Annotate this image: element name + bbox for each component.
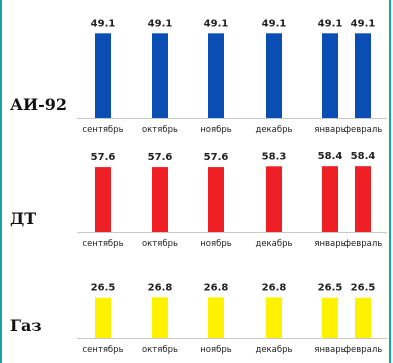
category-tick-label: январь bbox=[314, 125, 345, 135]
data-label: 26.5 bbox=[91, 283, 116, 294]
category-tick-label: январь bbox=[314, 345, 345, 355]
bar bbox=[266, 297, 282, 338]
category-tick-label: февраль bbox=[344, 125, 383, 135]
bar bbox=[95, 167, 111, 232]
data-label: 49.1 bbox=[351, 18, 376, 29]
category-tick-label: декабрь bbox=[255, 345, 292, 355]
bar bbox=[355, 297, 371, 338]
data-label: 26.5 bbox=[351, 283, 376, 294]
data-label: 49.1 bbox=[262, 18, 287, 29]
data-label: 49.1 bbox=[148, 18, 173, 29]
data-label: 58.4 bbox=[318, 151, 343, 162]
data-label: 49.1 bbox=[91, 18, 116, 29]
data-label: 58.4 bbox=[351, 151, 376, 162]
data-label: 57.6 bbox=[204, 152, 229, 163]
category-tick-label: декабрь bbox=[255, 125, 292, 135]
data-label: 49.1 bbox=[204, 18, 229, 29]
category-tick-label: ноябрь bbox=[200, 345, 232, 355]
bar bbox=[95, 297, 111, 338]
data-label: 58.3 bbox=[262, 151, 287, 162]
bar bbox=[355, 33, 371, 118]
bar bbox=[266, 33, 282, 118]
bar bbox=[208, 167, 224, 232]
bar bbox=[152, 297, 168, 338]
category-tick-label: октябрь bbox=[142, 125, 178, 135]
category-tick-label: февраль bbox=[344, 345, 383, 355]
bar bbox=[95, 33, 111, 118]
bar bbox=[208, 297, 224, 338]
data-label: 57.6 bbox=[91, 152, 116, 163]
category-tick-label: сентябрь bbox=[82, 345, 123, 355]
panel-label-ai92: АИ-92 bbox=[10, 95, 68, 114]
bar bbox=[152, 33, 168, 118]
panel-label-diesel: ДТ bbox=[10, 209, 37, 228]
bar bbox=[322, 33, 338, 118]
category-tick-label: февраль bbox=[344, 239, 383, 249]
bar bbox=[152, 167, 168, 232]
category-tick-label: декабрь bbox=[255, 239, 292, 249]
bar bbox=[266, 166, 282, 232]
category-tick-label: октябрь bbox=[142, 239, 178, 249]
data-label: 26.8 bbox=[148, 282, 173, 293]
category-tick-label: октябрь bbox=[142, 345, 178, 355]
bar bbox=[322, 297, 338, 338]
category-tick-label: сентябрь bbox=[82, 125, 123, 135]
bar bbox=[322, 166, 338, 232]
bar bbox=[355, 166, 371, 232]
category-tick-label: сентябрь bbox=[82, 239, 123, 249]
data-label: 26.5 bbox=[318, 283, 343, 294]
data-label: 26.8 bbox=[204, 282, 229, 293]
data-label: 57.6 bbox=[148, 152, 173, 163]
bar bbox=[208, 33, 224, 118]
panel-label-gas: Газ bbox=[10, 316, 42, 335]
data-label: 49.1 bbox=[318, 18, 343, 29]
data-label: 26.8 bbox=[262, 282, 287, 293]
category-tick-label: январь bbox=[314, 239, 345, 249]
category-tick-label: ноябрь bbox=[200, 239, 232, 249]
category-tick-label: ноябрь bbox=[200, 125, 232, 135]
